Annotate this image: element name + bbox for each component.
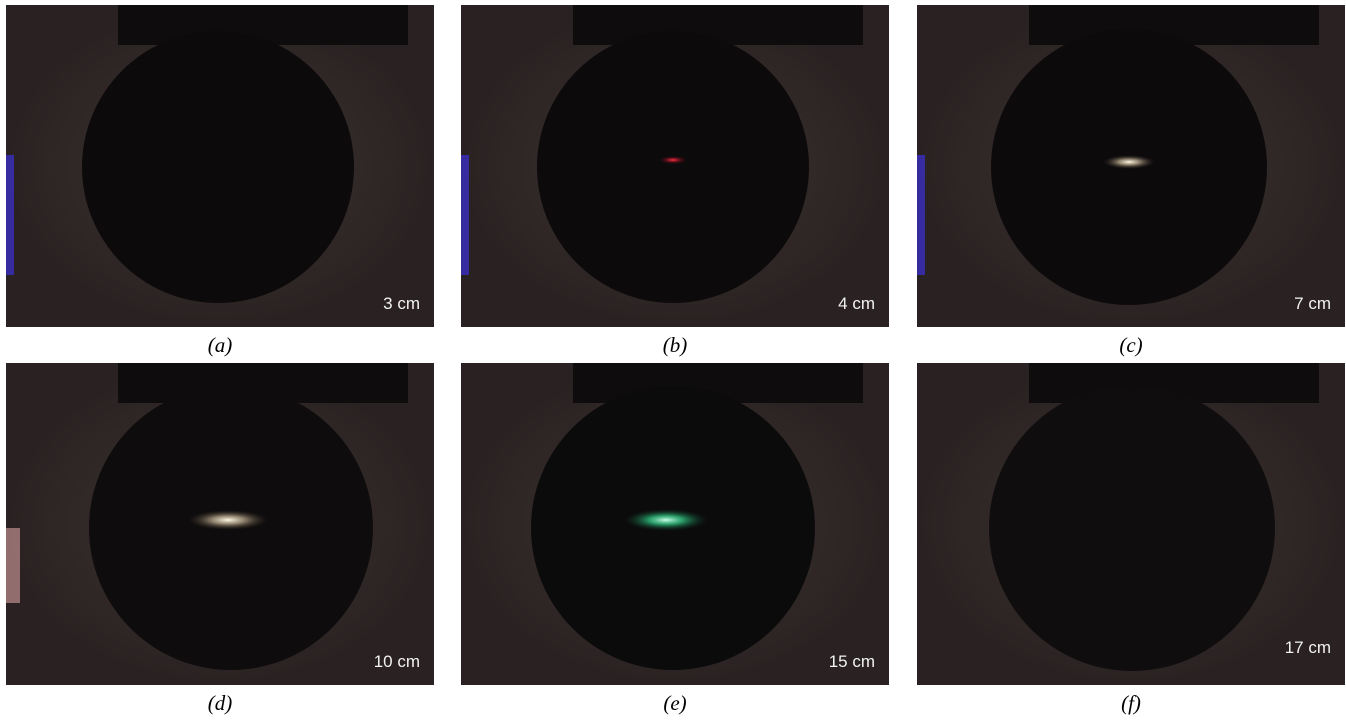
distance-label: 15 cm: [829, 652, 875, 671]
panel: 3 cm (a): [6, 5, 434, 363]
photo: 7 cm: [917, 5, 1345, 327]
photo: 3 cm: [6, 5, 434, 327]
photo: 10 cm: [6, 363, 434, 685]
panel: 4 cm (b): [461, 5, 889, 363]
caption: (a): [6, 327, 434, 363]
panel: 17 cm (f): [917, 363, 1345, 721]
distance-label: 10 cm: [374, 652, 420, 671]
panel: 10 cm (d): [6, 363, 434, 721]
photo: 4 cm: [461, 5, 889, 327]
panel: 15 cm (e): [461, 363, 889, 721]
panel: 7 cm (c): [917, 5, 1345, 363]
caption: (e): [461, 685, 889, 721]
photo: 17 cm: [917, 363, 1345, 685]
caption: (f): [917, 685, 1345, 721]
distance-label: 17 cm: [1285, 638, 1331, 657]
caption: (c): [917, 327, 1345, 363]
distance-label: 7 cm: [1294, 294, 1331, 313]
distance-label: 4 cm: [838, 294, 875, 313]
distance-label: 3 cm: [383, 294, 420, 313]
photo: 15 cm: [461, 363, 889, 685]
caption: (b): [461, 327, 889, 363]
caption: (d): [6, 685, 434, 721]
figure: 3 cm (a) 4 cm (b) 7 cm (c) 10 cm: [0, 0, 1346, 721]
